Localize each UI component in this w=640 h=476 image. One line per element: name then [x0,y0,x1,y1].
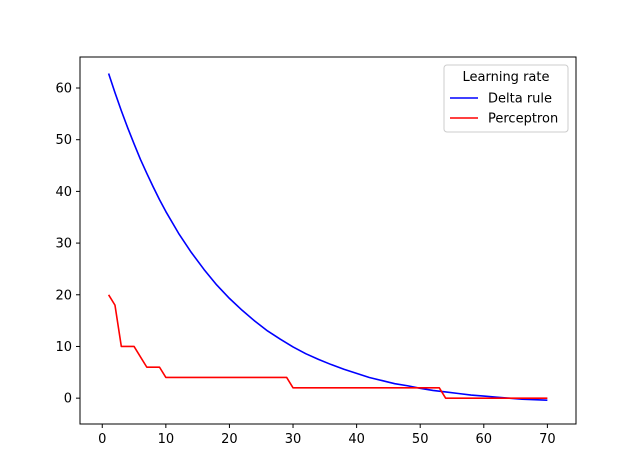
legend-box [443,64,569,133]
legend: Learning rate Delta rule Perceptron [443,64,569,133]
y-tick-label: 30 [55,237,72,252]
y-tick-label: 0 [64,392,72,407]
x-tick-label: 60 [476,432,493,447]
y-axis: 0 10 20 30 40 50 60 [55,82,80,407]
x-axis: 0 10 20 30 40 50 60 70 [98,424,556,447]
series-line-1 [107,73,548,402]
x-tick-label: 40 [348,432,365,447]
x-tick-label: 20 [221,432,238,447]
series-line-2 [107,294,548,399]
x-tick-label: 30 [285,432,302,447]
legend-entries: Delta rule Perceptron [450,92,558,127]
x-tick-label: 50 [412,432,429,447]
x-tick-label: 10 [158,432,175,447]
series-layer [107,73,548,402]
x-tick-label: 70 [539,432,556,447]
y-tick-label: 60 [55,82,72,97]
legend-label-2: Perceptron [488,112,558,127]
legend-title: Learning rate [463,70,550,85]
legend-label-1: Delta rule [488,92,552,107]
y-tick-label: 10 [55,340,72,355]
y-tick-label: 20 [55,288,72,303]
plot-frame [79,56,577,425]
x-tick-label: 0 [98,432,106,447]
y-tick-label: 50 [55,133,72,148]
y-tick-label: 40 [55,185,72,200]
